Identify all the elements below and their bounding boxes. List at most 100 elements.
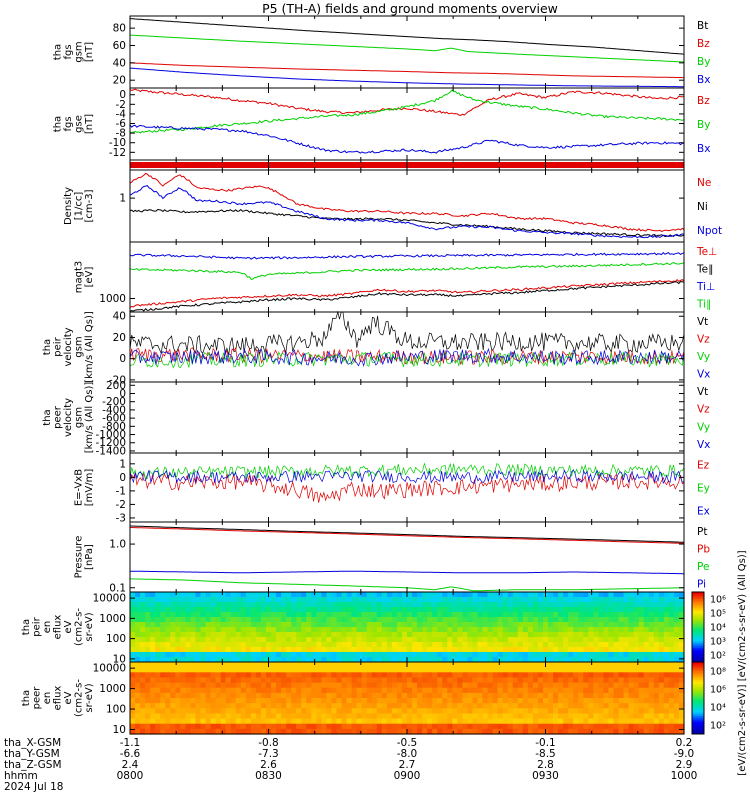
heatmap-cell: [255, 612, 262, 618]
heatmap-cell: [558, 687, 564, 694]
legend-label: Ti⊥: [696, 281, 715, 293]
heatmap-cell: [588, 637, 594, 643]
heatmap-cell: [487, 657, 494, 663]
heatmap-cell: [563, 602, 569, 608]
heatmap-cell: [608, 632, 615, 638]
heatmap-cell: [673, 647, 680, 653]
heatmap-cell: [306, 652, 312, 658]
heatmap-cell: [245, 718, 252, 725]
heatmap-cell: [321, 602, 328, 608]
heatmap-cell: [306, 723, 312, 730]
heatmap-cell: [321, 682, 328, 689]
heatmap-cell: [271, 607, 277, 613]
heatmap-cell: [462, 728, 469, 735]
heatmap-cell: [175, 607, 181, 613]
series-red-line: [129, 62, 684, 79]
heatmap-cell: [306, 592, 312, 598]
heatmap-cell: [255, 597, 262, 603]
heatmap-cell: [573, 652, 579, 658]
heatmap-cell: [235, 627, 242, 633]
heatmap-cell: [155, 597, 161, 603]
heatmap-cell: [537, 723, 544, 730]
heatmap-cell: [472, 647, 479, 653]
heatmap-cell: [361, 728, 368, 735]
heatmap-cell: [306, 602, 312, 608]
y-tick-label: 1000: [99, 683, 126, 695]
heatmap-cell: [165, 723, 171, 730]
heatmap-cell: [668, 627, 675, 633]
heatmap-cell: [452, 687, 458, 694]
heatmap-cell: [381, 723, 388, 730]
heatmap-cell: [301, 637, 307, 643]
heatmap-cell: [563, 718, 569, 725]
heatmap-cell: [442, 642, 448, 648]
heatmap-cell: [356, 642, 363, 648]
y-axis-label: Pressure: [74, 536, 85, 579]
colorbar-step: [692, 627, 704, 630]
heatmap-cell: [210, 607, 217, 613]
heatmap-cell: [220, 657, 227, 663]
heatmap-cell: [391, 687, 398, 694]
heatmap-cell: [638, 692, 645, 699]
heatmap-cell: [412, 627, 418, 633]
heatmap-cell: [235, 652, 242, 658]
heatmap-cell: [678, 592, 685, 598]
heatmap-cell: [588, 612, 594, 618]
y-axis-label: [nPa]: [84, 544, 95, 570]
heatmap-cell: [628, 667, 635, 673]
heatmap-cell: [155, 642, 161, 648]
heatmap-cell: [205, 592, 212, 598]
heatmap-cell: [608, 642, 615, 648]
heatmap-cell: [316, 682, 322, 689]
colorbar-step: [692, 599, 704, 602]
heatmap-cell: [432, 718, 438, 725]
heatmap-cell: [527, 592, 534, 598]
heatmap-cell: [245, 642, 252, 648]
heatmap-cell: [653, 662, 660, 668]
heatmap-cell: [452, 682, 458, 689]
heatmap-cell: [130, 597, 136, 603]
heatmap-cell: [407, 592, 413, 598]
heatmap-cell: [522, 607, 529, 613]
heatmap-cell: [412, 662, 418, 668]
heatmap-cell: [140, 617, 146, 623]
heatmap-cell: [326, 632, 333, 638]
heatmap-cell: [255, 652, 262, 658]
heatmap-cell: [573, 677, 579, 684]
heatmap-cell: [260, 718, 267, 725]
heatmap-cell: [210, 622, 217, 628]
heatmap-cell: [336, 687, 343, 694]
heatmap-cell: [522, 723, 529, 730]
heatmap-cell: [130, 728, 136, 735]
heatmap-cell: [628, 612, 635, 618]
heatmap-cell: [225, 698, 232, 704]
heatmap-cell: [200, 597, 207, 603]
heatmap-cell: [553, 713, 559, 720]
heatmap-cell: [306, 617, 312, 623]
colorbar-step: [692, 721, 704, 724]
heatmap-cell: [341, 657, 348, 663]
heatmap-cell: [583, 698, 589, 704]
heatmap-cell: [311, 728, 317, 735]
heatmap-cell: [427, 622, 433, 628]
heatmap-cell: [487, 632, 494, 638]
x-tick-value: 0800: [117, 770, 144, 782]
heatmap-cell: [512, 602, 519, 608]
heatmap-cell: [255, 592, 262, 598]
heatmap-cell: [427, 607, 433, 613]
heatmap-cell: [447, 698, 453, 704]
heatmap-cell: [336, 612, 343, 618]
heatmap-cell: [678, 647, 685, 653]
heatmap-cell: [215, 602, 222, 608]
heatmap-cell: [467, 667, 474, 673]
heatmap-cell: [205, 622, 212, 628]
heatmap-cell: [608, 637, 615, 643]
heatmap-cell: [417, 647, 423, 653]
colorbar-step: [692, 725, 704, 728]
heatmap-cell: [321, 677, 328, 684]
heatmap-cell: [558, 682, 564, 689]
heatmap-cell: [653, 677, 660, 684]
heatmap-cell: [462, 703, 469, 709]
heatmap-cell: [678, 622, 685, 628]
heatmap-cell: [135, 617, 141, 623]
